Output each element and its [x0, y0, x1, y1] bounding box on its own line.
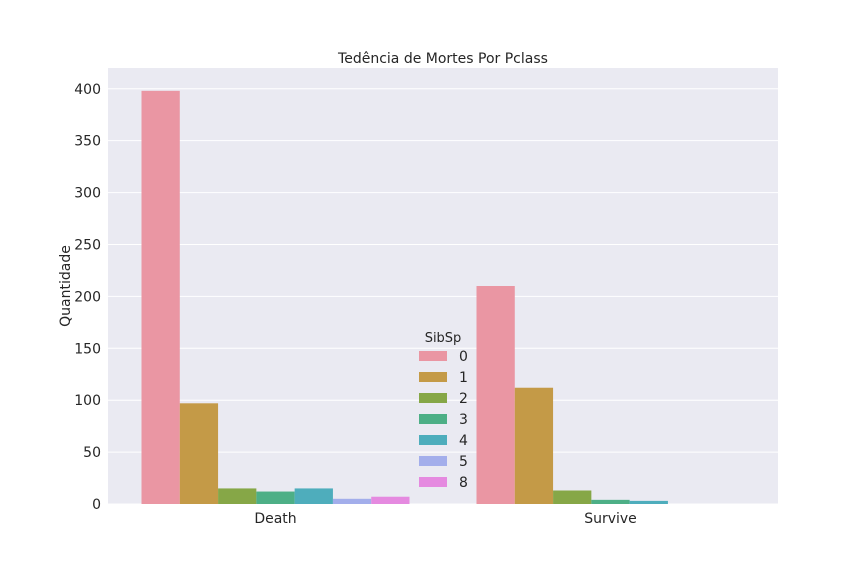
y-tick-labels: 0 50 100 150 200 250 300 350 400 — [74, 82, 101, 513]
bar-death-sibsp-3 — [256, 491, 295, 504]
y-axis-label: Quantidade — [58, 245, 74, 327]
bar-survive-sibsp-0 — [476, 286, 515, 504]
legend-label-0: 0 — [459, 349, 468, 365]
legend: SibSp 0 1 2 3 4 5 8 — [419, 331, 468, 491]
legend-label-5: 5 — [459, 454, 468, 470]
legend-swatch-5 — [419, 456, 447, 466]
y-tick-label: 100 — [74, 393, 101, 409]
legend-swatch-1 — [419, 372, 447, 382]
y-tick-label: 350 — [74, 134, 101, 150]
legend-label-3: 3 — [459, 412, 468, 428]
y-tick-label: 150 — [74, 341, 101, 357]
bar-death-sibsp-4 — [294, 488, 333, 504]
legend-swatch-3 — [419, 414, 447, 424]
bar-death-sibsp-2 — [218, 488, 257, 504]
chart-title: Tedência de Mortes Por Pclass — [337, 51, 548, 67]
y-tick-label: 200 — [74, 289, 101, 305]
legend-swatch-2 — [419, 393, 447, 403]
bar-survive-sibsp-4 — [629, 500, 668, 504]
x-tick-label: Survive — [584, 511, 637, 527]
bar-survive-sibsp-1 — [514, 387, 554, 504]
legend-swatch-4 — [419, 435, 447, 445]
bar-death-sibsp-1 — [179, 403, 219, 504]
bar-death-sibsp-0 — [141, 90, 180, 504]
x-tick-label: Death — [254, 511, 296, 527]
bar-survive-sibsp-3 — [591, 499, 630, 504]
bar-death-sibsp-5 — [332, 498, 372, 504]
legend-label-1: 1 — [459, 370, 468, 386]
legend-label-2: 2 — [459, 391, 468, 407]
y-tick-label: 400 — [74, 82, 101, 98]
x-tick-labels: Death Survive — [254, 511, 636, 527]
y-tick-label: 250 — [74, 237, 101, 253]
y-tick-label: 0 — [92, 497, 101, 513]
legend-swatch-8 — [419, 477, 447, 487]
legend-label-8: 8 — [459, 475, 468, 491]
y-tick-label: 300 — [74, 186, 101, 202]
bar-death-sibsp-8 — [371, 496, 410, 504]
bar-survive-sibsp-2 — [553, 490, 592, 504]
legend-label-4: 4 — [459, 433, 468, 449]
legend-title: SibSp — [425, 331, 462, 346]
legend-swatch-0 — [419, 351, 447, 361]
bars-group — [141, 90, 668, 504]
y-tick-label: 50 — [83, 445, 101, 461]
